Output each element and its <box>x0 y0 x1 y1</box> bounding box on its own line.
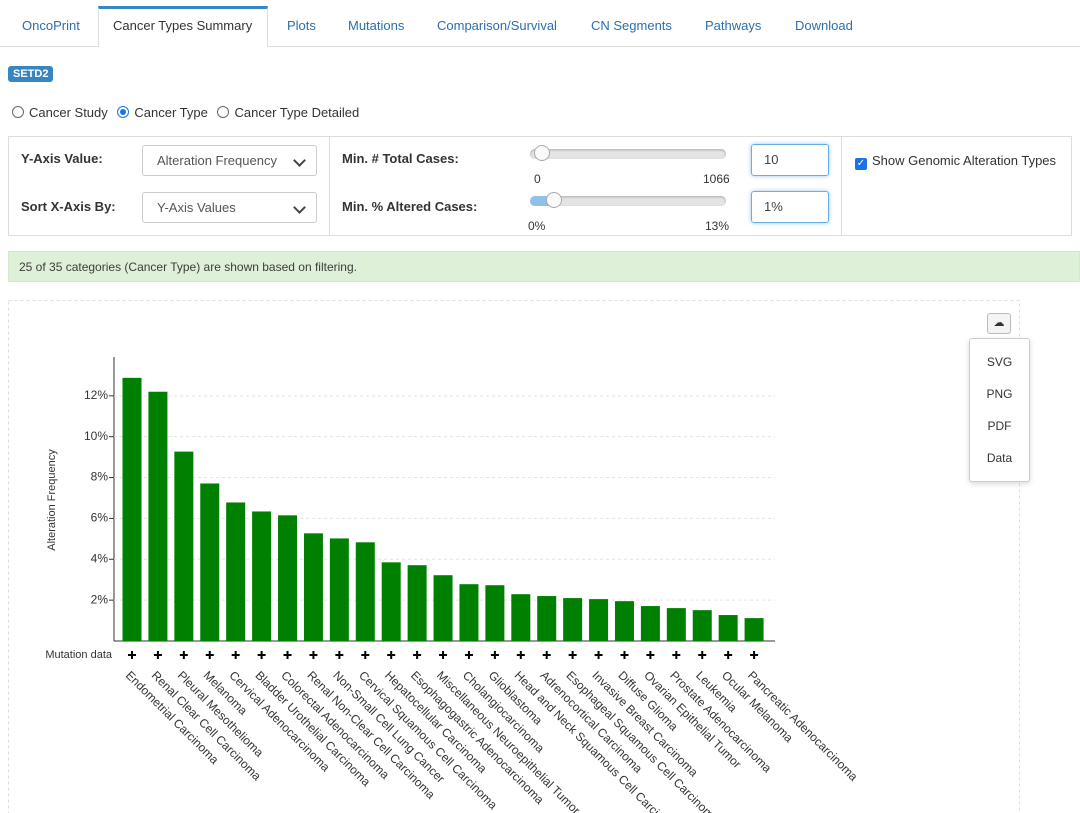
bar <box>693 610 712 641</box>
download-menu: SVGPNGPDFData <box>969 338 1030 482</box>
menu-item[interactable]: PDF <box>970 410 1029 442</box>
mutation-marker <box>206 651 214 659</box>
mutation-marker <box>750 651 758 659</box>
bar <box>511 594 530 641</box>
mutation-marker <box>724 651 732 659</box>
menu-item[interactable]: SVG <box>970 346 1029 378</box>
bar <box>356 542 375 641</box>
bar <box>589 599 608 641</box>
y-tick-label: 8% <box>91 470 109 484</box>
mutation-marker <box>543 651 551 659</box>
mutation-marker <box>698 651 706 659</box>
download-button[interactable]: ☁ <box>987 313 1011 334</box>
bar <box>719 615 738 641</box>
mutation-marker <box>361 651 369 659</box>
bar <box>226 502 245 641</box>
mutation-marker <box>180 651 188 659</box>
mutation-marker <box>439 651 447 659</box>
bar <box>537 596 556 641</box>
mutation-marker <box>154 651 162 659</box>
y-tick-label: 12% <box>84 388 108 402</box>
bar <box>382 562 401 641</box>
mutation-marker <box>128 651 136 659</box>
bar <box>563 598 582 641</box>
y-tick-label: 6% <box>91 511 109 525</box>
bar <box>148 392 167 641</box>
menu-item[interactable]: Data <box>970 442 1029 474</box>
mutation-marker <box>387 651 395 659</box>
bar <box>123 378 142 641</box>
mutation-marker <box>258 651 266 659</box>
mutation-marker <box>413 651 421 659</box>
bar <box>174 452 193 641</box>
bar <box>459 584 478 641</box>
mutation-marker <box>646 651 654 659</box>
y-tick-label: 4% <box>91 551 109 565</box>
mutation-marker <box>232 651 240 659</box>
mutation-marker <box>620 651 628 659</box>
bar <box>304 533 323 641</box>
mutation-marker <box>595 651 603 659</box>
bar <box>330 538 349 641</box>
bar <box>408 565 427 641</box>
y-axis-label: Alteration Frequency <box>46 449 58 551</box>
bar <box>641 606 660 641</box>
track-label: Mutation data <box>45 649 113 661</box>
bar <box>252 511 271 641</box>
mutation-marker <box>569 651 577 659</box>
mutation-marker <box>284 651 292 659</box>
bar <box>485 585 504 641</box>
bar <box>200 483 219 641</box>
mutation-marker <box>672 651 680 659</box>
menu-item[interactable]: PNG <box>970 378 1029 410</box>
mutation-marker <box>309 651 317 659</box>
mutation-marker <box>335 651 343 659</box>
mutation-marker <box>517 651 525 659</box>
mutation-marker <box>491 651 499 659</box>
bar <box>278 515 297 641</box>
bar <box>434 575 453 641</box>
bar <box>615 601 634 641</box>
mutation-marker <box>465 651 473 659</box>
y-tick-label: 2% <box>91 592 109 606</box>
bar <box>667 608 686 641</box>
bar <box>745 618 764 641</box>
y-tick-label: 10% <box>84 429 108 443</box>
